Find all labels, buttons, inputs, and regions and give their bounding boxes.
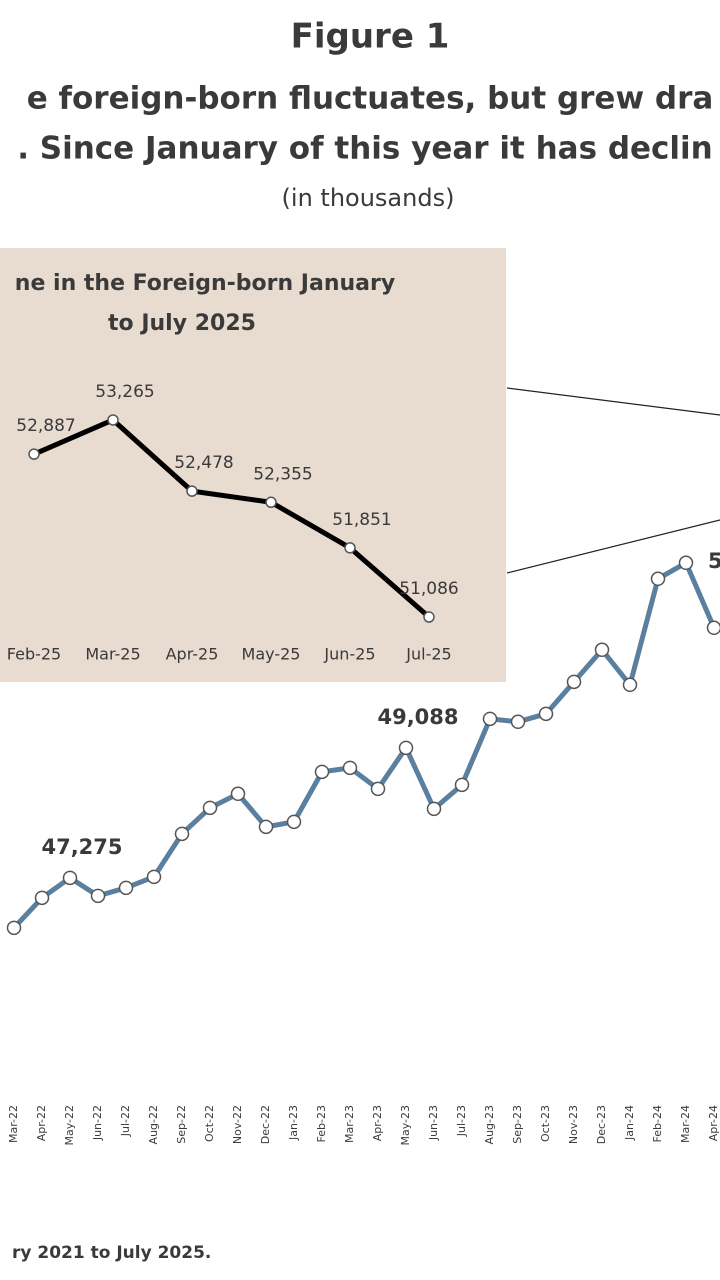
data-point [258,819,274,835]
x-tick-label: May-22 [63,1105,76,1146]
x-tick-label: Dec-23 [595,1105,608,1144]
subtitle: e foreign-born fluctuates, but grew dra [27,81,714,117]
inset-title: to July 2025 [108,311,256,336]
x-tick-label: Oct-22 [203,1105,216,1142]
x-tick-label: Jul-23 [455,1105,468,1137]
data-point [706,620,720,636]
x-tick-label: Mar-24 [679,1105,692,1143]
data-point [230,786,246,802]
x-tick-label: Apr-25 [166,645,219,664]
value-label: 52,355 [253,464,312,484]
data-point [650,571,666,587]
inset-title: ne in the Foreign-born January [15,271,395,296]
x-tick-label: Dec-22 [259,1105,272,1144]
data-point [566,674,582,690]
data-point [202,800,218,816]
x-tick-label: Jun-22 [91,1105,104,1141]
x-tick-label: Feb-25 [7,645,61,664]
data-point [174,826,190,842]
x-tick-label: May-25 [242,645,301,664]
data-point [344,542,356,554]
data-point [186,485,198,497]
data-point [314,764,330,780]
value-label: 47,275 [41,835,122,859]
x-tick-label: Aug-22 [147,1105,160,1144]
data-point [594,642,610,658]
data-point [510,714,526,730]
data-point [34,890,50,906]
figure-title: Figure 1 [291,17,450,57]
x-tick-label: Mar-23 [343,1105,356,1143]
x-tick-label: Apr-24 [707,1105,720,1141]
subtitle: . Since January of this year it has decl… [17,131,713,167]
data-point [118,880,134,896]
value-label: 52,478 [174,453,233,473]
unit-note: (in thousands) [282,184,455,212]
data-point [482,711,498,727]
x-tick-label: May-23 [399,1105,412,1146]
data-point [146,869,162,885]
connector [506,387,720,416]
x-tick-label: Sep-22 [175,1105,188,1144]
data-point [28,448,40,460]
x-tick-label: Jun-23 [427,1105,440,1141]
data-point [265,496,277,509]
data-point [62,870,78,886]
x-tick-label: Feb-23 [315,1105,328,1142]
data-point [286,814,302,830]
data-point [398,740,414,756]
data-point [107,414,119,426]
x-tick-label: Jul-22 [119,1105,132,1137]
data-point [6,920,22,936]
series-line [33,417,431,619]
x-tick-label: Feb-24 [651,1105,664,1142]
data-point [538,706,554,722]
value-label: 52,887 [16,416,75,436]
annotation: 5 [708,549,720,573]
x-tick-label: Jan-23 [287,1105,300,1141]
value-label: 53,265 [95,382,154,402]
data-point [454,777,470,793]
data-point [426,801,442,817]
value-label: 51,851 [332,510,391,530]
x-tick-label: Apr-22 [35,1105,48,1141]
data-point [342,760,358,776]
data-point [622,677,638,693]
x-tick-label: Mar-25 [85,645,140,664]
x-tick-label: Jan-24 [623,1105,636,1141]
data-point [90,888,106,904]
x-tick-label: Mar-22 [7,1105,20,1143]
x-tick-label: Jun-25 [323,645,375,664]
footnote: ry 2021 to July 2025. [12,1243,211,1263]
data-point [678,555,694,571]
data-point [370,781,386,797]
data-point [423,611,435,623]
x-tick-label: Jul-25 [405,645,451,664]
value-label: 51,086 [399,579,458,599]
connector [506,519,720,574]
value-label: 49,088 [377,705,458,729]
x-tick-label: Aug-23 [483,1105,496,1144]
x-tick-label: Apr-23 [371,1105,384,1141]
x-tick-label: Sep-23 [511,1105,524,1144]
x-tick-label: Nov-23 [567,1105,580,1144]
x-tick-label: Nov-22 [231,1105,244,1144]
x-tick-label: Oct-23 [539,1105,552,1142]
